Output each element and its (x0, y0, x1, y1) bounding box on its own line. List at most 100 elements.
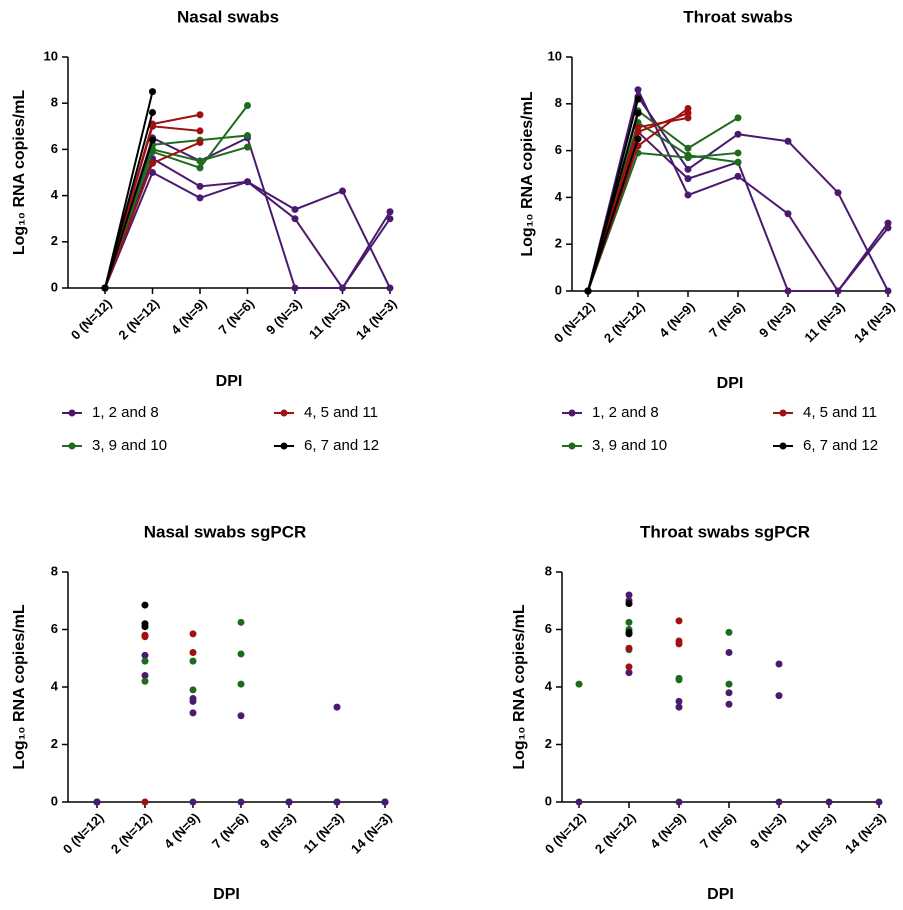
legend-label: 6, 7 and 12 (304, 437, 379, 454)
data-point (734, 130, 742, 138)
y-tick-label: 4 (51, 187, 59, 202)
data-point (775, 660, 783, 668)
data-point (237, 798, 245, 806)
data-point (725, 680, 733, 688)
x-tick-label: 0 (N=12) (68, 296, 115, 343)
data-point (625, 663, 633, 671)
data-point (339, 284, 346, 292)
data-point (339, 187, 346, 195)
x-tick-label: 4 (N=9) (647, 810, 689, 852)
x-tick-label: 7 (N=6) (209, 810, 251, 852)
y-axis-label: Log₁₀ RNA copies/mL (511, 604, 528, 769)
data-point (141, 623, 149, 631)
y-tick-label: 2 (51, 736, 58, 751)
data-point (196, 111, 204, 119)
data-point (237, 680, 245, 688)
y-tick-label: 4 (51, 678, 59, 693)
legend-label: 1, 2 and 8 (592, 404, 659, 421)
x-axis-label: DPI (216, 373, 243, 390)
data-line (587, 112, 639, 292)
data-point (149, 169, 156, 176)
data-point (684, 165, 692, 173)
data-point (775, 798, 783, 806)
x-tick-label: 14 (N=3) (348, 810, 395, 857)
data-point (285, 798, 293, 806)
data-point (575, 680, 583, 688)
y-tick-label: 2 (555, 236, 562, 251)
data-point (725, 649, 733, 656)
data-point (734, 158, 742, 166)
data-line (104, 139, 154, 289)
data-point (884, 287, 892, 295)
data-point (189, 697, 197, 705)
x-tick-label: 11 (N=3) (306, 296, 352, 342)
data-point (684, 109, 692, 117)
y-tick-label: 8 (51, 95, 58, 110)
data-point (634, 86, 642, 94)
data-point (675, 640, 683, 648)
data-point (196, 194, 204, 202)
data-point (237, 618, 245, 626)
chart-title: Throat swabs sgPCR (640, 522, 810, 541)
data-point (634, 109, 642, 117)
x-tick-label: 2 (N=12) (601, 299, 648, 346)
data-point (196, 127, 204, 135)
data-point (884, 219, 892, 227)
data-point (675, 617, 683, 625)
data-point (625, 618, 633, 626)
data-point (244, 178, 251, 186)
data-point (725, 689, 733, 697)
y-tick-label: 8 (555, 95, 562, 110)
data-point (189, 649, 197, 656)
data-point (291, 205, 299, 213)
data-point (244, 143, 251, 151)
data-point (734, 149, 742, 157)
chart-title: Nasal swabs sgPCR (144, 522, 307, 541)
data-point (625, 644, 633, 652)
x-tick-label: 11 (N=3) (300, 810, 346, 856)
data-point (584, 287, 592, 295)
data-point (784, 137, 792, 145)
data-point (675, 676, 683, 684)
data-point (141, 633, 149, 641)
data-point (625, 591, 633, 599)
data-point (684, 151, 692, 159)
data-point (784, 287, 792, 295)
x-tick-label: 2 (N=12) (108, 810, 155, 857)
data-point (141, 672, 149, 679)
data-point (189, 686, 197, 694)
y-tick-label: 6 (51, 621, 58, 636)
y-tick-label: 10 (44, 48, 58, 63)
legend-marker (68, 442, 76, 450)
data-line (104, 146, 248, 289)
data-line (587, 138, 639, 292)
data-point (149, 159, 156, 167)
x-tick-label: 14 (N=3) (851, 299, 898, 346)
y-axis-label: Log₁₀ RNA copies/mL (11, 90, 28, 255)
chart-title: Nasal swabs (177, 7, 279, 26)
data-point (675, 798, 683, 806)
legend-marker (68, 409, 76, 417)
y-tick-label: 2 (545, 736, 552, 751)
data-point (684, 191, 692, 199)
data-point (291, 284, 299, 292)
data-point (141, 601, 149, 609)
y-tick-label: 6 (545, 621, 552, 636)
legend-marker (280, 409, 288, 417)
legend-marker (779, 442, 787, 450)
data-point (725, 628, 733, 636)
y-tick-label: 0 (555, 282, 562, 297)
y-tick-label: 6 (51, 141, 58, 156)
data-point (634, 128, 642, 136)
y-tick-label: 10 (548, 48, 562, 63)
legend-marker (779, 409, 787, 417)
data-point (675, 703, 683, 711)
data-point (141, 657, 149, 665)
data-line (104, 171, 391, 289)
x-tick-label: 4 (N=9) (168, 296, 210, 338)
data-point (875, 798, 883, 806)
data-point (149, 122, 156, 130)
x-tick-label: 2 (N=12) (115, 296, 162, 343)
data-point (149, 136, 156, 144)
